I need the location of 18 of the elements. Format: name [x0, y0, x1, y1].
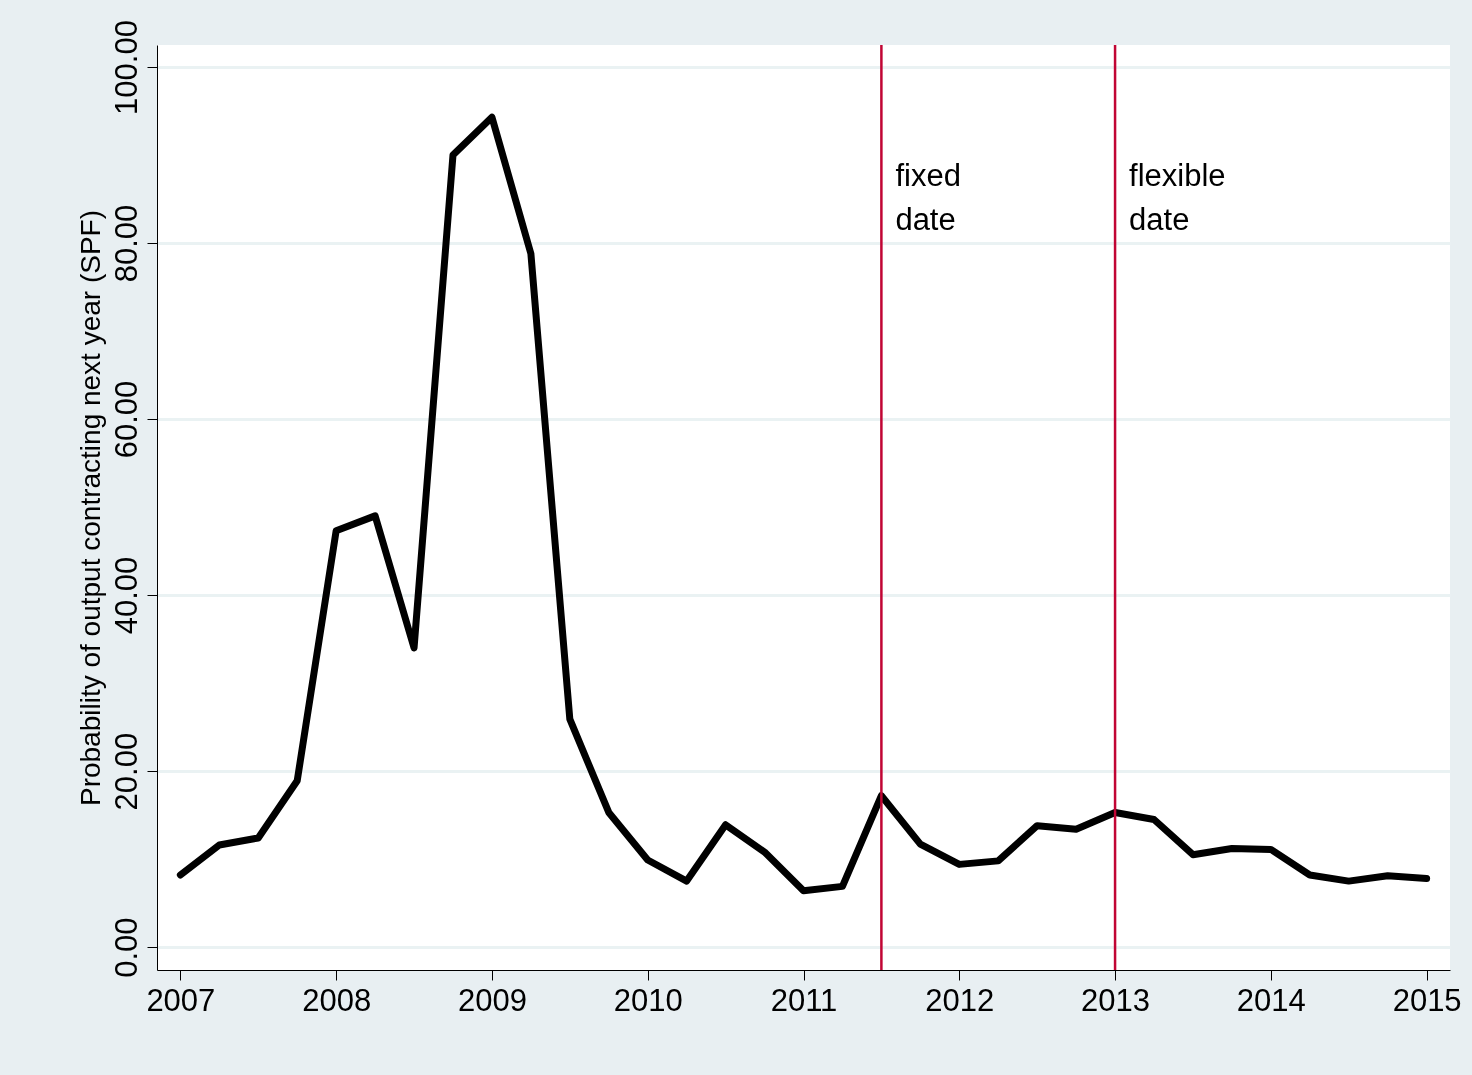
y-tick-label: 0.00 [108, 917, 144, 978]
ref-line-label: flexible date [1129, 158, 1226, 237]
x-tick-label: 2015 [1392, 982, 1462, 1018]
x-tick-label: 2014 [1236, 982, 1306, 1018]
y-tick-label: 40.00 [108, 556, 144, 635]
x-tick-label: 2011 [770, 982, 838, 1018]
x-tick-label: 2013 [1081, 982, 1151, 1018]
y-tick-label: 80.00 [108, 204, 144, 283]
y-tick-label: 60.00 [108, 380, 144, 459]
x-tick-label: 2008 [302, 982, 372, 1018]
x-tick-label: 2010 [613, 982, 683, 1018]
x-tick-label: 2007 [146, 982, 216, 1018]
y-tick-label: 100.00 [108, 20, 144, 115]
ref-line-label: fixed date [895, 158, 961, 237]
x-tick-label: 2012 [925, 982, 995, 1018]
x-tick-label: 2009 [457, 982, 527, 1018]
y-axis-title: Probability of output contracting next year (SPF) [74, 209, 106, 807]
y-tick-label: 20.00 [108, 732, 144, 811]
